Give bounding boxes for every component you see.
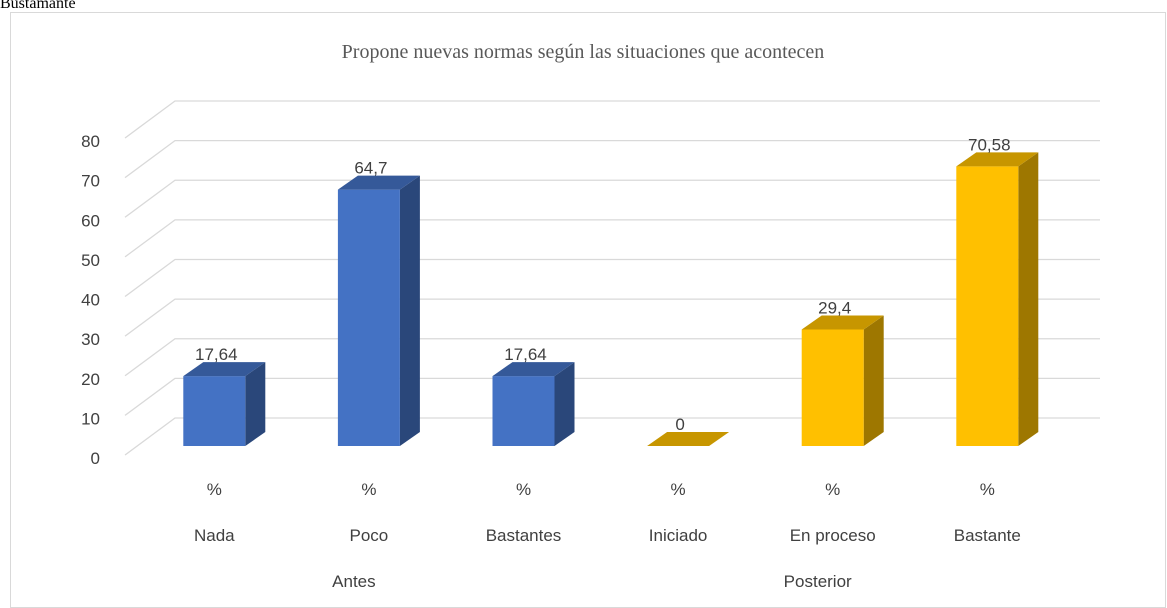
bar — [801, 329, 864, 446]
grid-line — [124, 139, 1100, 179]
bar — [183, 376, 246, 446]
category-unit: % — [361, 480, 376, 499]
y-tick-label: 80 — [81, 132, 100, 151]
bar-top — [492, 362, 575, 377]
data-label: 0 — [675, 415, 684, 434]
y-tick-label: 50 — [81, 251, 100, 270]
x-tick-label: Nada — [194, 526, 235, 545]
category-unit: % — [825, 480, 840, 499]
x-tick-label: Poco — [350, 526, 389, 545]
bar-side — [1018, 152, 1039, 446]
group-label: Antes — [332, 572, 375, 591]
category-unit: % — [671, 480, 686, 499]
y-tick-label: 10 — [81, 409, 100, 428]
chart-title: Propone nuevas normas según las situacio… — [342, 41, 825, 63]
x-tick-label: Bastante — [954, 526, 1021, 545]
grid-line — [124, 377, 1100, 416]
grid-line — [124, 179, 1100, 218]
data-label: 29,4 — [818, 299, 851, 318]
category-unit: % — [980, 480, 995, 499]
grid-line — [124, 219, 1100, 258]
data-label: 70,58 — [968, 135, 1011, 154]
bar — [337, 189, 400, 446]
category-unit: % — [207, 480, 222, 499]
y-tick-label: 20 — [81, 370, 100, 389]
bar-side — [554, 362, 575, 446]
y-tick-label: 60 — [81, 211, 100, 230]
bar-top — [647, 432, 730, 446]
group-label: Posterior — [784, 572, 852, 591]
bar-side — [245, 362, 266, 446]
data-label: 64,7 — [354, 159, 387, 178]
bar-top — [801, 315, 884, 330]
x-tick-label: Iniciado — [649, 526, 708, 545]
grid-line — [124, 100, 1100, 139]
grid-line — [124, 417, 1100, 456]
bar — [492, 376, 555, 446]
y-tick-label: 70 — [81, 172, 100, 191]
bar-top — [956, 152, 1039, 167]
y-tick-label: 40 — [81, 291, 100, 310]
x-tick-label: Bastantes — [486, 526, 562, 545]
data-label: 17,64 — [504, 345, 547, 364]
bar-side — [399, 175, 420, 446]
y-tick-label: 30 — [81, 330, 100, 349]
category-unit: % — [516, 480, 531, 499]
data-label: 17,64 — [195, 345, 238, 364]
bar-top — [337, 175, 420, 190]
grid-line — [124, 338, 1100, 377]
x-tick-label: En proceso — [790, 526, 876, 545]
bar — [956, 166, 1019, 446]
y-tick-label: 0 — [91, 449, 100, 468]
bar-top — [183, 362, 266, 377]
grid-line — [124, 298, 1100, 337]
caption: Bustamante — [0, 0, 76, 12]
bar-side — [863, 315, 884, 446]
grid-line — [124, 258, 1100, 298]
